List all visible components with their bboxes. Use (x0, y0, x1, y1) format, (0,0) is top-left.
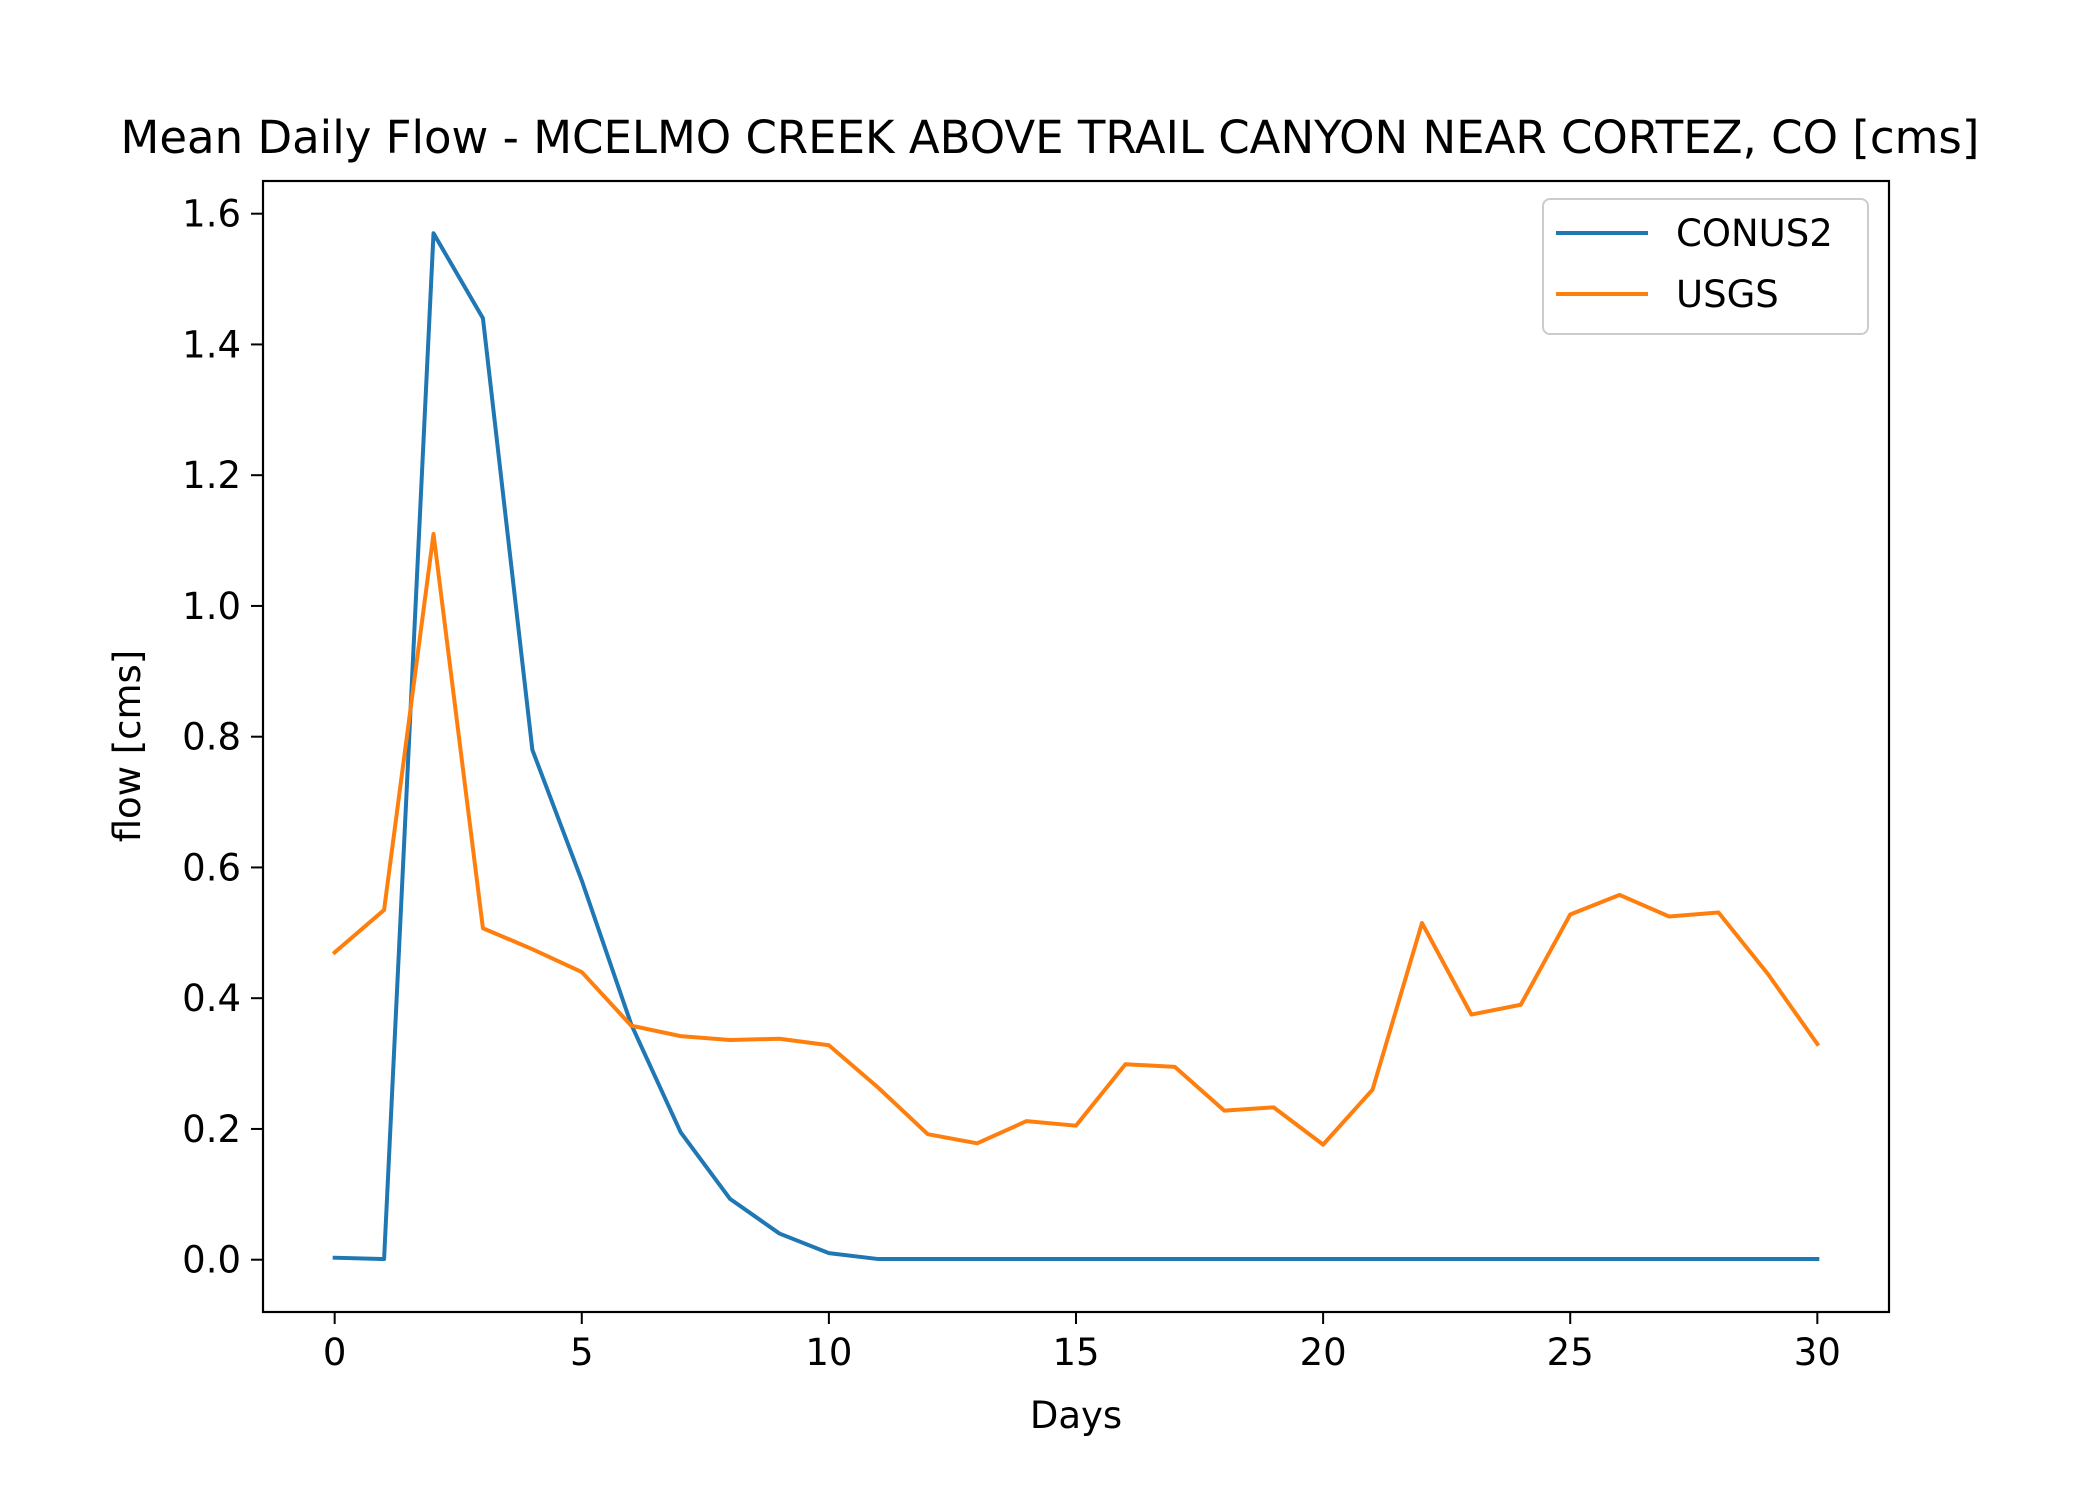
y-tick-label: 0.4 (182, 977, 241, 1020)
x-tick-label: 0 (323, 1331, 347, 1374)
x-tick-label: 15 (1052, 1331, 1099, 1374)
y-axis: 0.0 0.2 0.4 0.6 0.8 1.0 1.2 1.4 1.6 (182, 193, 263, 1282)
y-tick-label: 1.2 (182, 454, 241, 497)
x-axis: 0 5 10 15 20 25 30 (323, 1312, 1841, 1374)
y-tick-label: 0.2 (182, 1108, 241, 1151)
y-tick-label: 1.6 (182, 193, 241, 236)
legend-label-conus2: CONUS2 (1676, 212, 1833, 255)
legend: CONUS2 USGS (1542, 198, 1869, 335)
y-tick-label: 0.8 (182, 716, 241, 759)
x-tick-label: 30 (1794, 1331, 1841, 1374)
y-tick-label: 0.6 (182, 846, 241, 889)
y-tick-label: 1.0 (182, 585, 241, 628)
x-tick-label: 10 (805, 1331, 852, 1374)
y-axis-label: flow [cms] (106, 650, 149, 843)
y-tick-label: 1.4 (182, 323, 241, 366)
x-tick-label: 25 (1547, 1331, 1594, 1374)
legend-label-usgs: USGS (1676, 273, 1779, 316)
chart-title: Mean Daily Flow - MCELMO CREEK ABOVE TRA… (121, 111, 1980, 164)
x-axis-label: Days (1030, 1394, 1122, 1437)
series-layer (331, 231, 1821, 1262)
x-tick-label: 5 (570, 1331, 594, 1374)
y-tick-label: 0.0 (182, 1239, 241, 1282)
x-tick-label: 20 (1300, 1331, 1347, 1374)
